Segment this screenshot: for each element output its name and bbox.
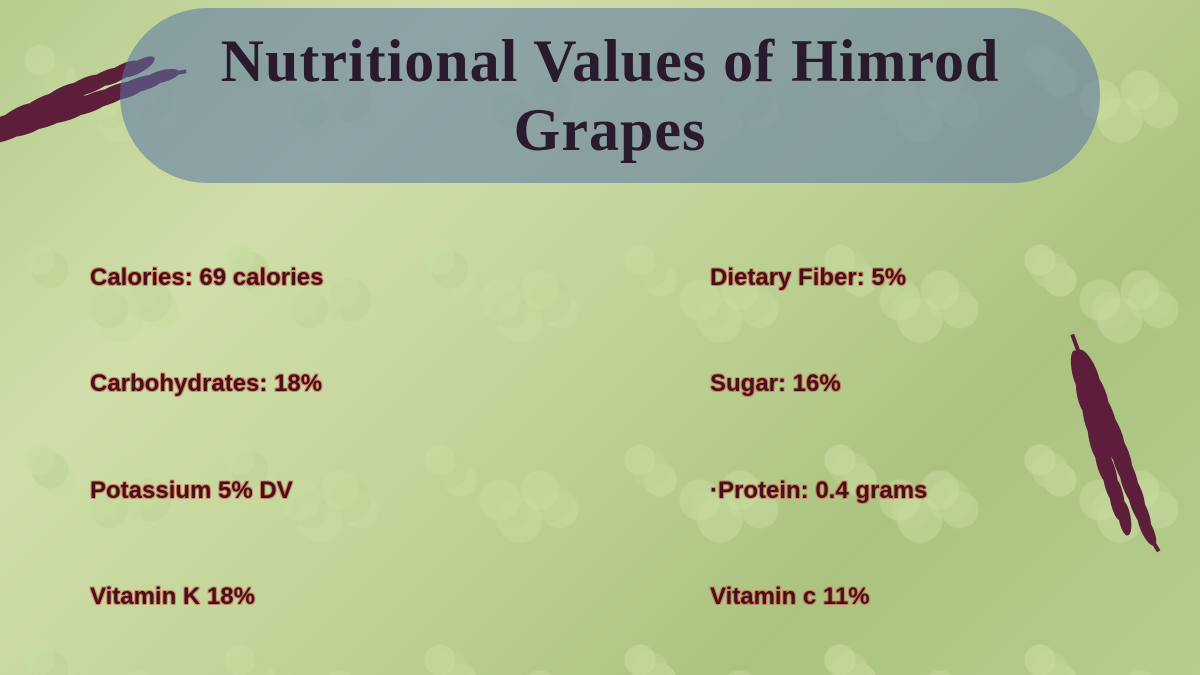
nutrition-item: Potassium 5% DV: [90, 443, 550, 539]
nutrition-item: Vitamin c 11%: [650, 549, 1110, 645]
nutrition-item: Calories: 69 calories: [90, 230, 550, 326]
nutrition-item: Sugar: 16%: [650, 336, 1110, 432]
nutrition-item: Carbohydrates: 18%: [90, 336, 550, 432]
nutrition-item: Dietary Fiber: 5%: [650, 230, 1110, 326]
nutrition-item: ·Protein: 0.4 grams: [650, 443, 1110, 539]
nutrition-grid: Calories: 69 calories Dietary Fiber: 5% …: [90, 230, 1110, 645]
title-banner: Nutritional Values of Himrod Grapes: [120, 8, 1100, 183]
page-title: Nutritional Values of Himrod Grapes: [160, 27, 1060, 165]
nutrition-item: Vitamin K 18%: [90, 549, 550, 645]
